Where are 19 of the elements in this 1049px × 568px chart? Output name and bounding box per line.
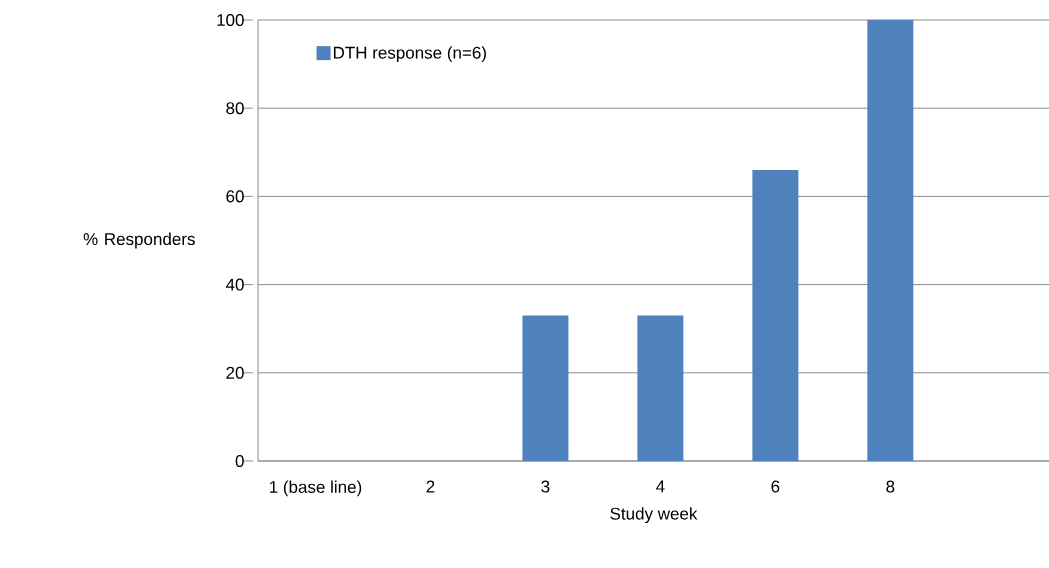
legend-label: DTH response (n=6) bbox=[333, 46, 486, 63]
x-tick-label: 3 bbox=[541, 480, 550, 493]
bar bbox=[867, 20, 914, 461]
x-tick-label: 6 bbox=[771, 480, 780, 493]
y-axis-title: % Responders bbox=[83, 232, 195, 249]
bar bbox=[637, 315, 684, 461]
y-tick-label: 0 bbox=[235, 454, 244, 468]
x-tick-label: 4 bbox=[656, 480, 665, 493]
bar bbox=[752, 169, 799, 461]
y-tick-label: 80 bbox=[226, 102, 244, 115]
x-tick-label: 1 (base line) bbox=[270, 480, 362, 497]
x-tick-label: 2 bbox=[426, 480, 435, 493]
y-tick-label: 40 bbox=[225, 278, 244, 291]
x-axis-title: Study week bbox=[610, 507, 698, 524]
x-tick-label: 8 bbox=[886, 480, 895, 493]
y-tick-label: 100 bbox=[217, 13, 244, 27]
bar bbox=[522, 315, 569, 461]
y-tick-label: 20 bbox=[226, 366, 244, 379]
y-tick-label: 60 bbox=[226, 190, 244, 203]
